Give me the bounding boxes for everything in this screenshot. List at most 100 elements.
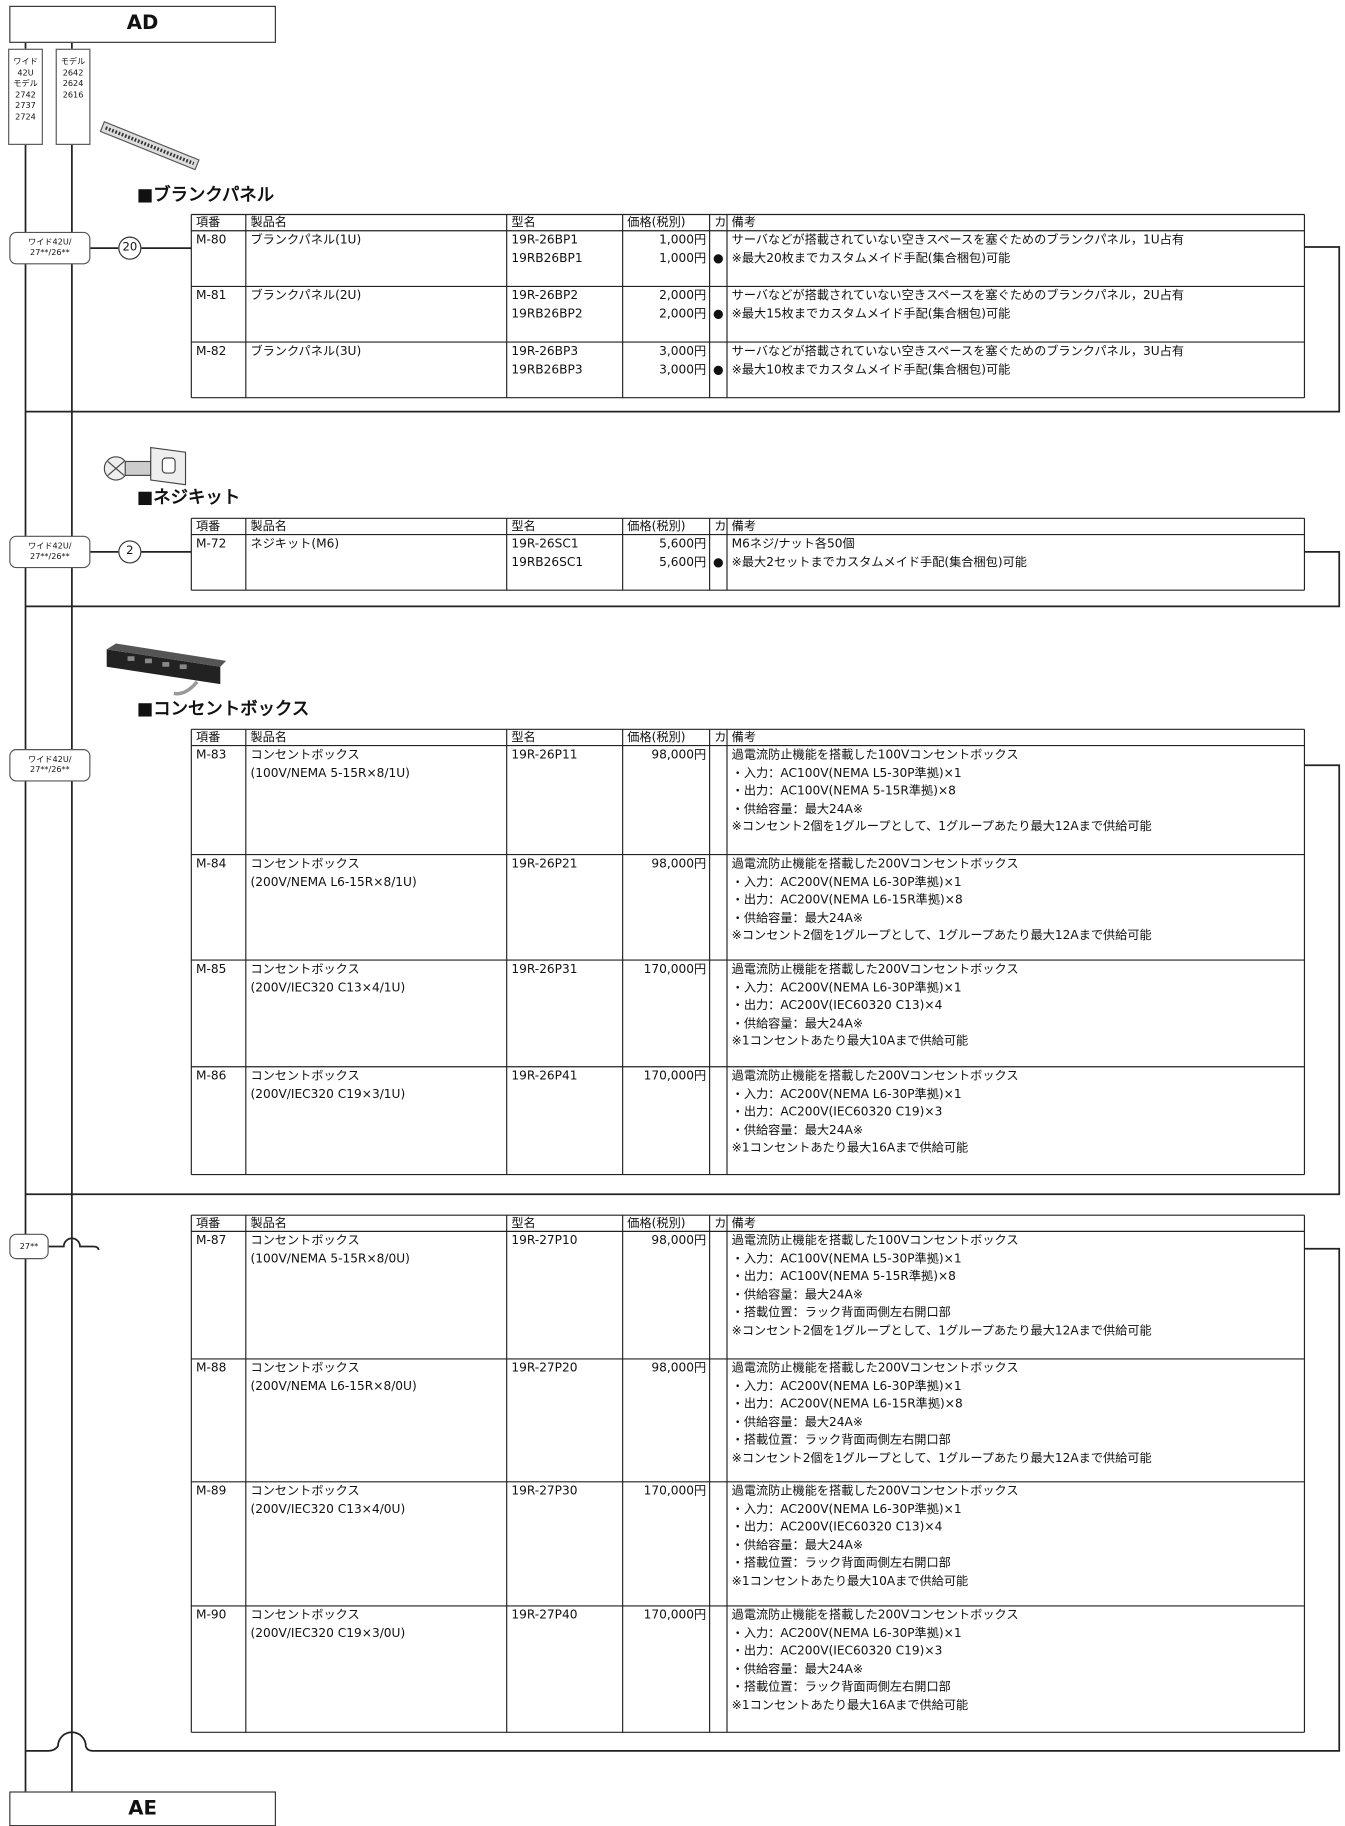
compatibility-tag: ワイド42U/27**/26** [9,535,91,569]
item-number: M-81 [195,288,227,303]
tag-line: 27**/26** [30,551,70,562]
tag-line: 27** [19,1241,39,1251]
note: ・出力：AC200V(IEC60320 C13)×4 [731,998,943,1013]
column-header: 項番 [195,215,221,230]
price: 1,000円 [659,233,707,247]
note: ・入力：AC100V(NEMA L5-30P準拠)×1 [731,765,962,780]
model-label-line: 2624 [62,78,84,89]
note: ・入力：AC200V(NEMA L6-30P準拠)×1 [731,1626,962,1641]
model-label: ワイド 42U モデル 2742 2737 2724 [8,48,43,145]
note: 過電流防止機能を搭載した200Vコンセントボックス [731,1484,1019,1499]
note: ・供給容量：最大24A※ [731,1415,864,1430]
column-header: カ [714,730,727,745]
column-header: カ [714,1216,727,1231]
note: ・出力：AC100V(NEMA 5-15R準拠)×8 [731,1269,956,1284]
price: 3,000円 [659,344,707,359]
column-header: 型名 [511,730,536,745]
note: ・出力：AC200V(IEC60320 C19)×3 [731,1644,943,1659]
note: ・出力：AC200V(NEMA L6-15R準拠)×8 [731,1397,963,1412]
quantity: 2 [118,540,142,564]
column-header: 型名 [511,519,536,534]
item-number: M-83 [195,747,227,762]
price: 5,600円 [659,554,707,569]
note: ※最大15枚までカスタムメイド手配(集合梱包)可能 [731,306,1011,321]
column-header: 価格(税別) [627,730,686,745]
product-name: コンセントボックス [250,1233,360,1248]
column-header: 備考 [731,1216,756,1231]
note: 過電流防止機能を搭載した100Vコンセントボックス [731,747,1019,762]
product-name: ブランクパネル(2U) [250,288,362,303]
note: ・供給容量：最大24A※ [731,801,864,816]
note: 過電流防止機能を搭載した200Vコンセントボックス [731,856,1019,871]
product-name: (200V/NEMA L6-15R×8/1U) [250,874,417,889]
price: 1,000円 [659,251,707,265]
note: ・入力：AC200V(NEMA L6-30P準拠)×1 [731,1379,962,1394]
compatibility-tag: ワイド42U/27**/26** [9,749,91,782]
model-number: 19R-26BP3 [511,344,579,359]
column-header: 製品名 [250,215,287,230]
section-title: ■ブランクパネル [136,184,275,206]
column-header: 価格(税別) [627,519,686,534]
compatibility-tag: ワイド42U/27**/26** [9,231,91,265]
product-name: (200V/IEC320 C19×3/0U) [250,1626,406,1641]
note: 過電流防止機能を搭載した100Vコンセントボックス [731,1233,1019,1248]
note: ※コンセント2個を1グループとして、1グループあたり最大12Aまで供給可能 [731,928,1152,943]
screw-kit-image [103,446,187,486]
model-number: 19R-27P30 [511,1484,578,1499]
note: ・供給容量：最大24A※ [731,1662,864,1677]
custom-mark: ● [712,306,724,321]
column-header: 価格(税別) [627,215,686,230]
note: ※最大10枚までカスタムメイド手配(集合梱包)可能 [731,362,1011,377]
product-name: コンセントボックス [250,1484,360,1499]
model-label-line: ワイド [13,56,38,67]
column-header: 製品名 [250,1216,287,1231]
product-name: ネジキット(M6) [250,536,340,551]
custom-mark: ● [712,554,724,569]
section-title: ■コンセントボックス [136,698,310,719]
tag-line: ワイド42U/ [28,754,72,765]
product-name: コンセントボックス [250,1608,360,1623]
price: 2,000円 [659,306,707,321]
item-number: M-89 [195,1484,227,1499]
note: 過電流防止機能を搭載した200Vコンセントボックス [731,962,1019,977]
column-header: カ [714,215,727,230]
price: 170,000円 [643,1484,707,1499]
note: M6ネジ/ナット各50個 [731,536,855,551]
column-header: 項番 [195,730,221,745]
model-number: 19R-26SC1 [511,536,579,551]
item-number: M-84 [195,856,227,871]
model-label-line: モデル [60,56,86,67]
product-name: コンセントボックス [250,856,360,871]
product-name: コンセントボックス [250,747,360,762]
note: ・搭載位置：ラック背面両側左右開口部 [731,1305,951,1320]
note: ・供給容量：最大24A※ [731,1122,864,1137]
note: サーバなどが搭載されていない空きスペースを塞ぐためのブランクパネル，2U占有 [731,288,1185,303]
column-header: 型名 [511,1216,536,1231]
model-label-line: 2642 [62,67,84,78]
model-number: 19R-27P10 [511,1233,578,1248]
item-number: M-72 [195,536,227,551]
column-header: 備考 [731,730,756,745]
model-number: 19R-26P31 [511,962,578,977]
item-number: M-90 [195,1608,227,1623]
note: ・入力：AC200V(NEMA L6-30P準拠)×1 [731,1087,962,1101]
note: ※最大2セットまでカスタムメイド手配(集合梱包)可能 [731,554,1027,569]
blank-panel-image [99,120,200,171]
model-label-line: 42U [17,67,34,78]
connector [25,1247,1341,1752]
connector [48,1237,100,1251]
price: 170,000円 [643,962,707,977]
note: ・出力：AC100V(NEMA 5-15R準拠)×8 [731,783,956,798]
model-number: 19R-27P40 [511,1608,578,1623]
model-number: 19RB26BP3 [511,362,583,377]
note: ・入力：AC200V(NEMA L6-30P準拠)×1 [731,980,962,995]
column-header: 項番 [195,519,221,534]
compatibility-tag: 27** [9,1233,49,1260]
product-name: (200V/IEC320 C19×3/1U) [250,1087,406,1101]
price: 98,000円 [651,856,707,871]
price: 98,000円 [651,1361,707,1376]
section-title: ■ネジキット [136,486,241,508]
connector [25,246,1341,413]
model-number: 19RB26SC1 [511,554,584,569]
